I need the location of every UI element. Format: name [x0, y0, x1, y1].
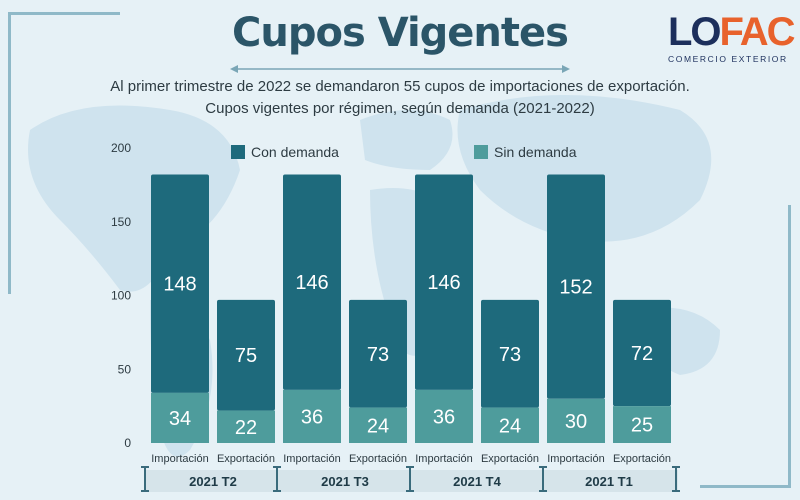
brand-logo: LOFAC — [668, 10, 796, 54]
group-label: 2021 T3 — [321, 474, 369, 489]
bar-sin-demanda — [481, 407, 539, 443]
bar-sin-demanda — [217, 410, 275, 443]
legend-swatch — [474, 145, 488, 159]
legend-label: Con demanda — [251, 144, 339, 160]
frame-decoration-top — [8, 12, 120, 15]
frame-decoration-right — [788, 205, 791, 488]
value-label-sin-demanda: 24 — [499, 415, 521, 437]
x-category-label: Exportación — [217, 453, 275, 465]
legend-swatch — [231, 145, 245, 159]
bar-con-demanda — [349, 299, 407, 408]
logo-text-right: FAC — [719, 10, 796, 54]
frame-decoration-left — [8, 12, 11, 294]
group-label: 2021 T4 — [453, 474, 501, 489]
x-category-label: Importación — [151, 453, 208, 465]
logo-tagline: COMERCIO EXTERIOR — [668, 54, 788, 64]
value-label-con-demanda: 73 — [367, 344, 389, 366]
value-label-sin-demanda: 22 — [235, 417, 257, 439]
value-label-sin-demanda: 24 — [367, 415, 389, 437]
bar-sin-demanda — [613, 406, 671, 443]
value-label-con-demanda: 73 — [499, 344, 521, 366]
subtitle-line-2: Cupos vigentes por régimen, según demand… — [205, 100, 595, 117]
group-label: 2021 T2 — [189, 474, 237, 489]
group-label-band — [145, 470, 678, 492]
y-tick-label: 100 — [111, 289, 131, 303]
bar-con-demanda — [481, 299, 539, 408]
value-label-con-demanda: 75 — [235, 345, 257, 367]
value-label-con-demanda: 148 — [163, 274, 196, 296]
bar-con-demanda — [547, 174, 605, 399]
y-tick-label: 200 — [111, 141, 131, 155]
y-tick-label: 0 — [124, 436, 131, 450]
x-category-label: Exportación — [349, 453, 407, 465]
x-category-label: Exportación — [481, 453, 539, 465]
y-tick-label: 150 — [111, 215, 131, 229]
x-category-label: Importación — [283, 453, 340, 465]
value-label-sin-demanda: 25 — [631, 415, 653, 437]
logo-text-left: LO — [668, 10, 722, 54]
value-label-con-demanda: 72 — [631, 343, 653, 365]
title-arrow — [230, 65, 570, 73]
value-label-sin-demanda: 34 — [169, 408, 191, 430]
bar-con-demanda — [415, 174, 473, 390]
bar-sin-demanda — [151, 392, 209, 443]
frame-decoration-bottom — [700, 485, 791, 488]
bar-con-demanda — [283, 174, 341, 390]
legend-label: Sin demanda — [494, 144, 577, 160]
bar-sin-demanda — [283, 389, 341, 443]
x-category-label: Importación — [547, 453, 604, 465]
y-tick-label: 50 — [118, 362, 132, 376]
page-title: Cupos Vigentes — [232, 10, 569, 56]
bar-sin-demanda — [349, 407, 407, 443]
bar-con-demanda — [217, 299, 275, 411]
value-label-sin-demanda: 36 — [433, 406, 455, 428]
value-label-sin-demanda: 30 — [565, 411, 587, 433]
bar-sin-demanda — [415, 389, 473, 443]
x-category-label: Importación — [415, 453, 472, 465]
value-label-con-demanda: 146 — [427, 272, 460, 294]
group-label: 2021 T1 — [585, 474, 633, 489]
bar-con-demanda — [151, 174, 209, 393]
x-category-label: Exportación — [613, 453, 671, 465]
subtitle-line-1: Al primer trimestre de 2022 se demandaro… — [110, 78, 690, 95]
bar-sin-demanda — [547, 398, 605, 443]
value-label-con-demanda: 146 — [295, 272, 328, 294]
bar-con-demanda — [613, 299, 671, 407]
value-label-sin-demanda: 36 — [301, 406, 323, 428]
value-label-con-demanda: 152 — [559, 277, 592, 299]
